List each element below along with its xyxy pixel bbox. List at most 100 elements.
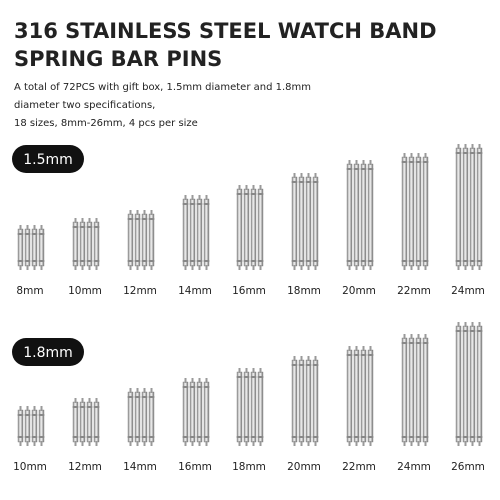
pin-tip [457,322,460,327]
pin-shoulder [360,168,367,170]
pin-shoulder [79,260,86,262]
size-label: 10mm [68,285,102,297]
pin-tip [95,265,98,270]
pin-tip [471,441,474,446]
pin-shoulder [367,436,374,438]
pin-shoulder [24,260,31,262]
pin-shoulder [469,260,476,262]
pin-tip [410,153,413,158]
pin [408,337,415,443]
pin-shoulder [17,414,24,416]
pin-shoulder [72,406,79,408]
pin-tip [245,265,248,270]
pin-shoulder [291,181,298,183]
pin-shoulder [401,260,408,262]
description-line: diameter two specifications, [14,100,155,111]
pin-tip [424,153,427,158]
pin-shoulder [298,364,305,366]
pin-tip [150,265,153,270]
pin-tip [464,265,467,270]
pin-tip [74,265,77,270]
pin-shoulder [134,396,141,398]
pin-shoulder [469,152,476,154]
pin-shoulder [367,354,374,356]
pin-shoulder [134,436,141,438]
pin-tip [478,322,481,327]
pin-tip [136,388,139,393]
pin-tip [369,160,372,165]
pin-tip [417,265,420,270]
pin-shoulder [141,260,148,262]
pin [250,371,257,443]
pin-shoulder [148,396,155,398]
pin [93,221,100,267]
pin-shoulder [189,260,196,262]
pin-shoulder [72,260,79,262]
pin-tip [362,441,365,446]
pin-shoulder [196,203,203,205]
pin-tip [81,218,84,223]
pin-tip [143,210,146,215]
pin-tip [205,265,208,270]
pin-tip [307,173,310,178]
size-pill [12,338,84,366]
pin-tip [26,265,29,270]
pin-tip [464,441,467,446]
pin-shoulder [93,260,100,262]
pin-tip [478,441,481,446]
pin-shoulder [203,260,210,262]
pin [305,176,312,267]
pin-tip [238,185,241,190]
size-label: 24mm [451,285,485,297]
pin-tip [348,346,351,351]
pin-tip [198,195,201,200]
pin-shoulder [38,233,45,235]
pin-tip [417,334,420,339]
pin-shoulder [243,436,250,438]
pin-shoulder [93,226,100,228]
pin-tip [252,265,255,270]
pin [141,213,148,267]
pin [236,188,243,267]
pin [298,359,305,443]
pin [189,198,196,267]
pin-tip [19,406,22,411]
size-label: 16mm [178,461,212,473]
pin-shoulder [86,260,93,262]
pin-tip [88,218,91,223]
pin-tip [348,160,351,165]
pin [367,349,374,443]
pin-tip [471,144,474,149]
pin [298,176,305,267]
pin-tip [88,398,91,403]
pin-shoulder [93,406,100,408]
pin-tip [417,441,420,446]
pin-shoulder [127,396,134,398]
pin-shoulder [182,436,189,438]
pin-tip [19,225,22,230]
pin-shoulder [422,342,429,344]
description-line: A total of 72PCS with gift box, 1.5mm di… [14,82,311,93]
pin-tip [143,388,146,393]
pin [291,176,298,267]
pin-shoulder [305,436,312,438]
pin-shoulder [312,436,319,438]
pin-tip [471,265,474,270]
pin-shoulder [312,260,319,262]
pin-shoulder [24,436,31,438]
size-label: 12mm [68,461,102,473]
pin-shoulder [462,152,469,154]
pin-tip [33,441,36,446]
description-line: 18 sizes, 8mm-26mm, 4 pcs per size [14,118,198,129]
pin-tip [457,144,460,149]
pin-shoulder [408,161,415,163]
pin-shoulder [127,436,134,438]
pin-shoulder [476,436,483,438]
pin [86,221,93,267]
size-label: 20mm [287,461,321,473]
pin [422,337,429,443]
pin-tip [314,356,317,361]
pin-tip [150,388,153,393]
size-pill-label: 1.5mm [23,152,73,168]
pin-tip [81,441,84,446]
